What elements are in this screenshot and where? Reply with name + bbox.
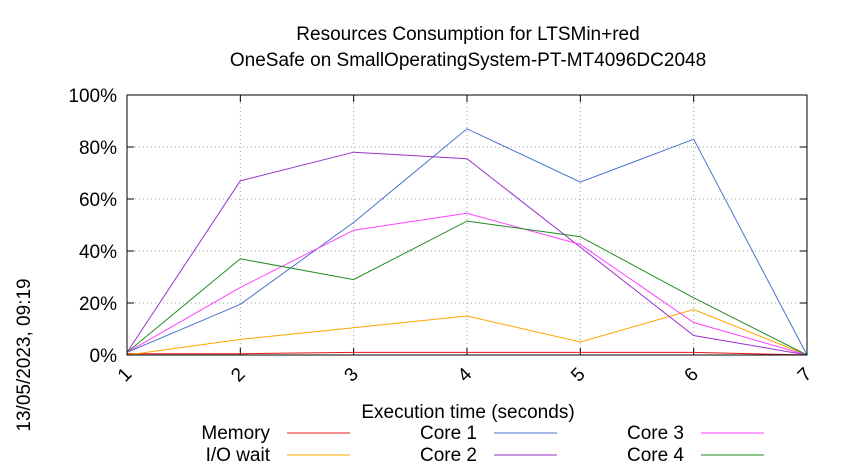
x-axis-label: Execution time (seconds) <box>361 402 574 423</box>
series-line-core-2 <box>126 151 808 356</box>
legend-label-core-2: Core 2 <box>420 445 477 466</box>
y-tick-label: 60% <box>79 190 117 211</box>
chart-title-line-2: OneSafe on SmallOperatingSystem-PT-MT409… <box>230 50 706 71</box>
y-tick-label: 80% <box>79 138 117 159</box>
series-line-core-4 <box>126 220 808 356</box>
y-tick-labels: 0% 20% 40% 60% 80% 100% <box>68 86 117 367</box>
legend-label-memory: Memory <box>201 423 270 444</box>
series-line-memory <box>127 351 808 356</box>
x-tick-label: 3 <box>341 364 363 386</box>
x-tick-label: 2 <box>227 364 249 386</box>
x-tick-labels: 1 2 3 4 5 6 7 <box>114 364 816 387</box>
y-tick-label: 0% <box>90 346 118 367</box>
series-lines <box>126 128 808 356</box>
x-tick-label: 1 <box>114 364 136 386</box>
x-tick-label: 5 <box>567 364 589 386</box>
series-line-i-o-wait <box>126 308 808 356</box>
chart-title-line-1: Resources Consumption for LTSMin+red <box>296 24 639 45</box>
series-line-core-1 <box>126 128 808 356</box>
legend-label-i-o-wait: I/O wait <box>206 445 271 466</box>
y-tick-label: 100% <box>68 86 117 107</box>
plot-frame <box>126 94 808 356</box>
legend-label-core-1: Core 1 <box>420 423 477 444</box>
x-tick-label: 6 <box>681 364 703 386</box>
x-tick-label: 7 <box>794 364 816 386</box>
series-line-core-3 <box>126 212 808 356</box>
y-tick-label: 40% <box>79 242 117 263</box>
timestamp-label: 13/05/2023, 09:19 <box>14 278 35 431</box>
legend-label-core-3: Core 3 <box>627 423 684 444</box>
x-tick-label: 4 <box>454 364 477 387</box>
y-tick-label: 20% <box>79 294 117 315</box>
legend-label-core-4: Core 4 <box>627 445 684 466</box>
